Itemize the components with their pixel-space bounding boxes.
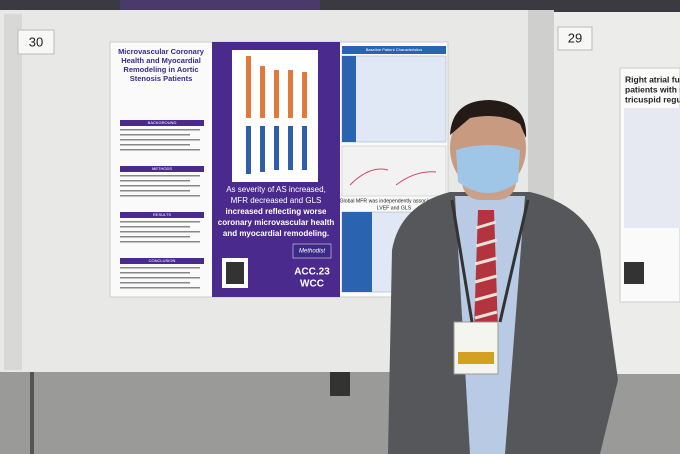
section-title: BACKGROUND [148, 120, 177, 125]
bar [274, 70, 279, 118]
poster-title: Right atrial funcpatients with sigtricus… [625, 74, 680, 104]
bar [246, 56, 251, 118]
key-message-line: and myocardial remodeling. [223, 229, 329, 238]
brand: Methodist [299, 249, 325, 255]
booth-number: 29 [568, 30, 582, 45]
brand-box [292, 243, 332, 259]
key-message-line: As severity of AS increased, [226, 185, 326, 194]
text-line [120, 175, 200, 177]
face-mask [456, 145, 520, 193]
bar [288, 126, 293, 170]
bar [260, 126, 265, 172]
section-title: CONCLUSION [149, 258, 176, 263]
section-header [120, 120, 204, 126]
logo-line: WCC [300, 279, 324, 290]
board-leg [30, 372, 34, 454]
key-message: As severity of AS increased, MFR decrease… [218, 185, 335, 238]
section-title: RESULTS [153, 212, 171, 217]
section-header [120, 258, 204, 264]
title-line: Remodeling in Aortic [123, 65, 198, 74]
figure-bars [246, 56, 307, 174]
badge-stripe [458, 352, 494, 364]
table-title: Baseline Patient Characteristics [366, 47, 422, 52]
text-line [120, 287, 200, 289]
section-header [120, 212, 204, 218]
plots [341, 145, 447, 197]
bar [302, 126, 307, 170]
title-line: Health and Myocardial [121, 56, 201, 65]
background-person-legs [330, 372, 350, 396]
text-line [120, 231, 200, 233]
text-line [120, 139, 200, 141]
text-line [120, 241, 200, 243]
poster-sections: BACKGROUND METHODS RESULTS CONCLUSION [120, 120, 204, 289]
text-line [120, 185, 200, 187]
text-line [120, 134, 190, 136]
text-line [120, 267, 200, 269]
bar [246, 126, 251, 174]
bar [274, 126, 279, 170]
section-title: METHODS [152, 166, 172, 171]
table-header [342, 46, 446, 54]
title-line: Right atrial func [625, 74, 680, 84]
title-line: Stenosis Patients [130, 74, 193, 83]
text-line [120, 180, 190, 182]
booth-label [557, 26, 593, 51]
text-line [120, 149, 200, 151]
text-line [120, 144, 190, 146]
text-line [120, 195, 200, 197]
finding: Global MFR was independently associated … [340, 198, 449, 211]
table [341, 55, 447, 143]
person [388, 100, 618, 454]
text-line [120, 236, 190, 238]
lanyard [450, 199, 530, 323]
title-line: patients with sig [625, 84, 680, 94]
text-line [120, 221, 200, 223]
bar [302, 72, 307, 118]
badge [453, 321, 499, 375]
text-line [120, 277, 200, 279]
tie-stripes [474, 220, 498, 320]
title-line: tricuspid regurg [625, 94, 680, 104]
title-line: Microvascular Coronary [118, 47, 205, 56]
key-message-line: MFR decreased and GLS [231, 196, 322, 205]
ceiling-light [120, 0, 320, 10]
finding-line: Global MFR was independently associated … [340, 198, 449, 204]
booth-label [17, 29, 55, 55]
qr-code [624, 262, 644, 284]
hair [450, 100, 527, 138]
text-line [120, 129, 200, 131]
bar [260, 66, 265, 118]
finding-line: LVEF and GLS [377, 205, 412, 211]
text-line [120, 282, 190, 284]
key-message-line: increased reflecting worse [226, 207, 327, 216]
section-header [120, 166, 204, 172]
table-side [342, 212, 372, 292]
bar [288, 70, 293, 118]
logo-line: ACC.23 [294, 267, 330, 278]
text-line [120, 190, 190, 192]
qr-code-inner [226, 262, 244, 284]
key-message-line: coronary microvascular health [218, 218, 335, 227]
text-line [120, 272, 190, 274]
poster-body [624, 108, 680, 228]
table-side [342, 56, 356, 142]
plot-curves [349, 168, 437, 186]
booth-number: 30 [29, 34, 43, 49]
board-frame [4, 14, 22, 370]
text-line [120, 226, 190, 228]
